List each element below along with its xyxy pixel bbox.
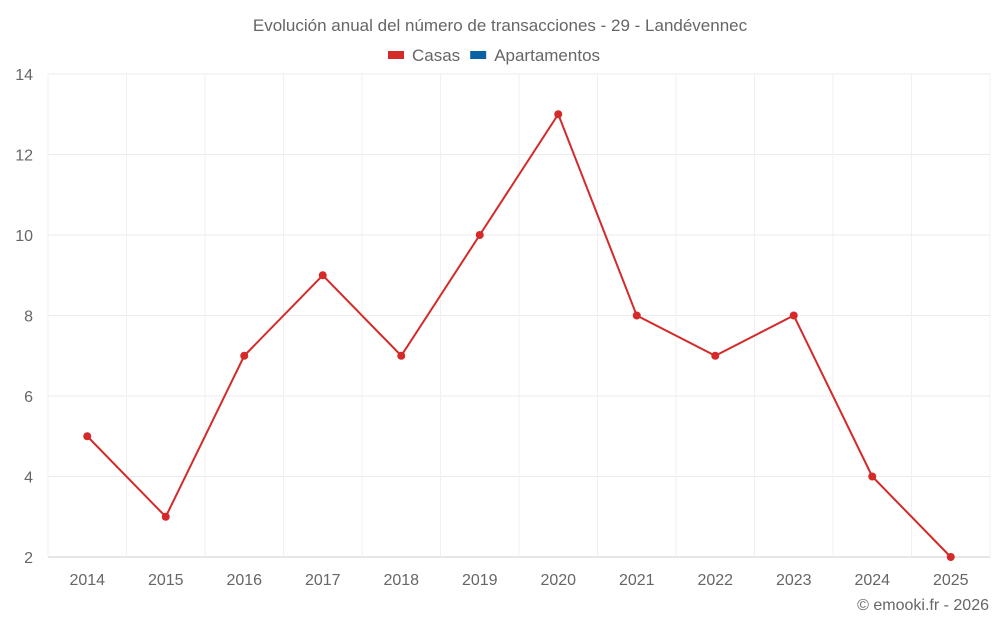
x-tick-label: 2019 — [462, 572, 498, 589]
data-point-2015 — [161, 512, 170, 521]
x-tick-label: 2025 — [933, 572, 969, 589]
data-point-2022 — [711, 351, 720, 360]
y-tick-label: 4 — [24, 470, 33, 487]
x-tick-label: 2015 — [148, 572, 184, 589]
x-tick-label: 2017 — [305, 572, 341, 589]
legend-label-apartamentos: Apartamentos — [494, 46, 600, 65]
legend: Casas Apartamentos — [388, 46, 600, 65]
x-tick-label: 2022 — [697, 572, 733, 589]
legend-label-casas: Casas — [412, 46, 460, 65]
data-point-2018 — [397, 351, 406, 360]
legend-swatch-casas — [388, 51, 404, 59]
y-tick-label: 2 — [24, 550, 33, 567]
y-tick-label: 8 — [24, 309, 33, 326]
x-tick-label: 2014 — [69, 572, 105, 589]
data-point-2020 — [554, 110, 563, 119]
data-point-2021 — [632, 311, 641, 320]
x-tick-label: 2024 — [854, 572, 890, 589]
data-point-2023 — [789, 311, 798, 320]
data-point-2025 — [946, 553, 955, 561]
data-point-2014 — [83, 432, 92, 441]
x-tick-label: 2023 — [776, 572, 812, 589]
y-tick-label: 10 — [15, 228, 33, 245]
x-tick-label: 2021 — [619, 572, 655, 589]
data-point-2019 — [475, 231, 484, 239]
x-tick-label: 2020 — [540, 572, 576, 589]
y-tick-label: 14 — [15, 67, 33, 84]
x-tick-label: 2018 — [383, 572, 419, 589]
footer-credit: © emooki.fr - 2026 — [857, 597, 989, 614]
y-tick-label: 12 — [15, 148, 33, 165]
axes: 2 4 6 8 10 12 14 2014 2015 2016 2017 2018 2019 2020 20… — [15, 67, 968, 589]
data-point-2024 — [868, 472, 877, 481]
legend-swatch-apartamentos — [470, 51, 487, 59]
data-point-2016 — [240, 351, 249, 360]
x-tick-label: 2016 — [226, 572, 262, 589]
y-tick-label: 6 — [24, 389, 33, 406]
series-line — [86, 112, 952, 558]
data-point-2017 — [318, 271, 327, 280]
chart-title: Evolución anual del número de transaccio… — [253, 16, 748, 35]
grid — [47, 73, 991, 558]
series-casas — [83, 110, 955, 561]
